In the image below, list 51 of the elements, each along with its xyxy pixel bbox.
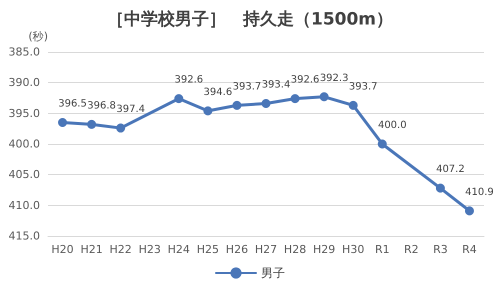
data-label: 392.6 — [174, 74, 204, 86]
point — [203, 106, 212, 116]
y-tick-label: 415.0 — [8, 230, 40, 242]
x-tick-label: R2 — [404, 243, 419, 256]
x-tick-label: H27 — [254, 243, 278, 256]
x-tick-label: H26 — [226, 243, 248, 256]
y-tick-label: 410.0 — [8, 198, 40, 212]
y-axis-title: (秒) — [28, 30, 48, 43]
point — [174, 94, 184, 104]
y-tick-label: 405.0 — [8, 168, 40, 182]
data-label: 394.6 — [204, 86, 232, 98]
x-tick-label: H29 — [312, 243, 336, 256]
point — [320, 92, 329, 102]
data-label: 393.7 — [232, 81, 262, 92]
data-label: 392.6 — [290, 74, 320, 86]
x-tick-label: R1 — [374, 243, 390, 256]
point — [116, 124, 126, 133]
data-label: 392.3 — [320, 72, 348, 84]
data-label: 396.5 — [58, 98, 87, 110]
x-tick-label: H22 — [110, 243, 132, 256]
y-tick-label: 390.0 — [8, 76, 40, 90]
x-tick-label: H20 — [51, 243, 74, 256]
legend-label: 男子 — [261, 266, 285, 280]
x-tick-label: R3 — [433, 243, 448, 256]
point — [290, 94, 300, 104]
point — [87, 120, 96, 129]
data-label: 407.2 — [436, 164, 465, 176]
point — [232, 100, 242, 110]
x-tick-label: H30 — [342, 243, 364, 256]
x-tick-label: H25 — [196, 243, 220, 256]
data-label: 397.4 — [116, 104, 145, 116]
point — [378, 140, 387, 148]
data-label: 396.8 — [87, 100, 116, 112]
x-tick-label: H23 — [138, 243, 161, 256]
point — [464, 206, 474, 216]
x-tick-label: H28 — [284, 243, 306, 256]
point — [436, 184, 445, 193]
x-tick-label: R4 — [462, 243, 477, 256]
y-tick-label: 395.0 — [8, 106, 40, 120]
chart-title: ［中学校男子］ 持久走（1500m） — [106, 10, 394, 30]
x-tick-label: H24 — [168, 243, 190, 256]
data-label: 393.4 — [262, 80, 290, 91]
y-tick-label: 400.0 — [8, 138, 40, 150]
point — [58, 118, 68, 128]
x-tick-label: H21 — [80, 243, 103, 256]
point — [262, 99, 270, 108]
data-label: 400.0 — [378, 120, 407, 131]
y-tick-label: 385.0 — [8, 46, 40, 58]
data-label: 410.9 — [465, 186, 494, 198]
point — [348, 100, 358, 110]
data-label: 393.7 — [348, 81, 378, 92]
